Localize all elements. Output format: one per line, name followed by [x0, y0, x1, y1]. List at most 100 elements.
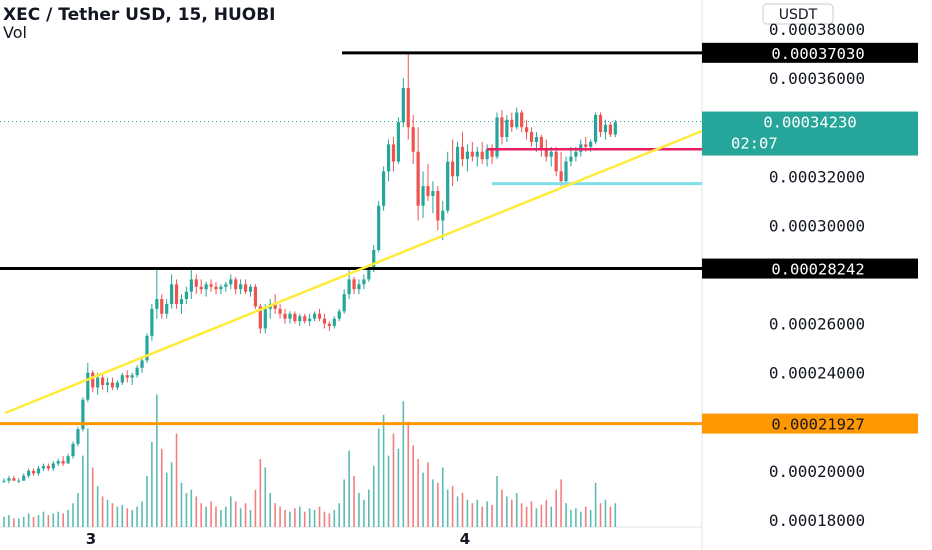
candle-body	[293, 313, 297, 322]
candle-body	[61, 461, 65, 464]
volume-bar	[111, 503, 114, 527]
candle-body	[120, 375, 124, 383]
candle-body	[174, 284, 179, 304]
candle-body	[51, 463, 55, 469]
candle-body	[125, 375, 129, 378]
currency-button-label: USDT	[779, 7, 818, 23]
volume-bar	[259, 459, 262, 527]
candle-body	[500, 117, 504, 138]
candle-body	[317, 313, 322, 319]
volume-bar	[101, 496, 104, 527]
candle-body	[239, 284, 243, 290]
volume-bar	[412, 445, 414, 527]
volume-bar	[570, 510, 572, 527]
volume-bar	[353, 476, 355, 527]
candle-body	[179, 299, 184, 304]
symbol-title: XEC / Tether USD, 15, HUOBI	[3, 5, 276, 25]
candle-body	[382, 171, 386, 206]
candle-body	[490, 149, 494, 157]
candle-body	[194, 279, 198, 287]
candle-body	[367, 269, 371, 280]
candle-body	[436, 191, 440, 221]
candle-body	[613, 122, 617, 135]
price-tick-label: 0.00030000	[769, 216, 865, 235]
candle-body	[505, 119, 509, 138]
volume-bar	[185, 493, 188, 527]
volume-bar	[348, 450, 350, 527]
volume-bar	[565, 503, 567, 527]
candle-body	[263, 308, 267, 329]
candle-body	[574, 151, 578, 157]
candle-body	[431, 191, 435, 196]
volume-bar	[116, 506, 119, 527]
candle-body	[608, 124, 612, 135]
candle-body	[544, 149, 548, 157]
volume-bar	[506, 496, 508, 527]
volume-bar	[328, 513, 331, 527]
candle-body	[347, 279, 351, 295]
volume-bar	[91, 467, 94, 527]
candle-body	[312, 313, 317, 319]
volume-bar	[308, 508, 311, 527]
candle-body	[377, 205, 381, 250]
volume-bar	[402, 401, 405, 527]
candle-body	[91, 372, 95, 388]
volume-bar	[407, 421, 410, 527]
volume-bar	[37, 515, 40, 527]
volume-bar	[210, 501, 212, 527]
volume-bar	[550, 506, 553, 527]
candle-body	[105, 382, 110, 385]
candle-body	[495, 117, 499, 157]
candle-body	[391, 144, 396, 162]
volume-bar	[22, 516, 25, 527]
candle-body	[204, 284, 208, 290]
volume-bar	[274, 503, 276, 527]
volume-bar	[377, 428, 380, 527]
candle-body	[475, 151, 479, 157]
volume-bar	[175, 433, 178, 527]
volume-bar	[254, 489, 257, 527]
candle-body	[327, 323, 331, 327]
candle-body	[115, 382, 119, 388]
candle-body	[283, 313, 287, 319]
volume-bar	[13, 518, 15, 527]
volume-bar	[303, 511, 306, 527]
candle-body	[549, 151, 553, 157]
candle-body	[421, 186, 425, 206]
volume-bar	[47, 515, 50, 527]
volume-bar	[422, 472, 424, 527]
candle-body	[273, 303, 277, 309]
price-tick-label: 0.00032000	[769, 167, 865, 186]
volume-bar	[67, 510, 69, 527]
candle-body	[81, 399, 85, 430]
volume-bar	[466, 499, 469, 527]
volume-bar	[82, 455, 84, 527]
volume-bar	[160, 448, 163, 527]
candle-body	[150, 308, 154, 336]
volume-bar	[427, 462, 429, 527]
level-price-tag-label: 0.00021927	[771, 416, 864, 434]
candle-body	[234, 279, 238, 290]
volume-bar	[200, 503, 202, 527]
trendline[interactable]	[4, 129, 703, 415]
volume-bar	[614, 503, 617, 527]
price-axis[interactable]: 0.00038000 0.00036000 0.00032000 0.00030000…	[769, 20, 865, 530]
candle-body	[31, 470, 36, 474]
candle-body	[559, 171, 563, 182]
candle-body	[27, 470, 31, 476]
volume-bar	[151, 442, 153, 527]
volume-bar	[382, 414, 385, 527]
volume-bar	[264, 467, 267, 527]
candle-body	[76, 429, 80, 444]
candle-body	[534, 137, 539, 142]
candle-body	[524, 127, 529, 133]
candle-body	[22, 475, 26, 481]
candle-body	[362, 279, 366, 285]
candle-body	[515, 112, 519, 128]
level-price-tag	[702, 42, 918, 63]
candle-body	[96, 377, 100, 388]
currency-button[interactable]	[762, 3, 834, 25]
volume-bar	[501, 489, 503, 527]
